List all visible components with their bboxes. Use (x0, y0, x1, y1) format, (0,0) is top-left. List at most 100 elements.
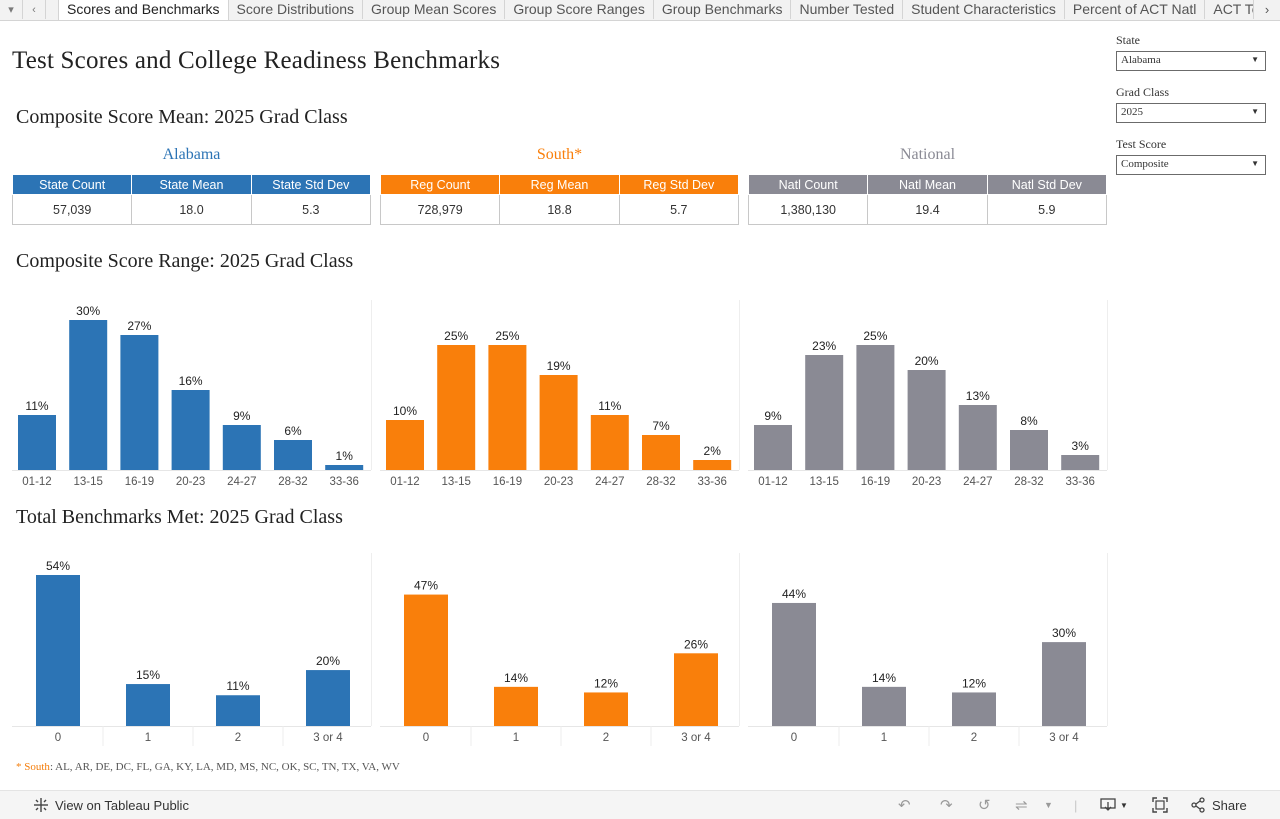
bar-value-label: 26% (684, 637, 708, 651)
national-stats-table: Natl Count Natl Mean Natl Std Dev 1,380,… (747, 174, 1108, 225)
refresh-button[interactable]: ⇌ (1015, 791, 1028, 819)
footnote-marker: * South (16, 761, 50, 773)
tableau-logo-icon (34, 798, 48, 812)
table-cell: 18.0 (131, 194, 252, 225)
bar-value-label: 16% (179, 374, 203, 388)
chevron-right-icon: › (1264, 2, 1270, 17)
bar-region-20-23 (539, 375, 578, 470)
x-tick-label: 24-27 (963, 476, 992, 488)
tab-strip: Scores and Benchmarks Score Distribution… (58, 0, 1253, 20)
region-stats-table: Reg Count Reg Mean Reg Std Dev 728,979 1… (379, 174, 740, 225)
table-cell: 5.7 (618, 194, 740, 225)
x-tick-label: 13-15 (73, 476, 102, 488)
table-header: Reg Std Dev (618, 174, 740, 195)
group-name-national: National (899, 146, 956, 163)
bar-value-label: 9% (764, 409, 782, 423)
x-tick-label: 1 (145, 732, 151, 744)
chevron-left-icon: ‹ (32, 3, 36, 16)
view-on-tableau-link[interactable]: View on Tableau Public (33, 791, 189, 819)
fullscreen-button[interactable] (1152, 791, 1168, 819)
footnote-text: : AL, AR, DE, DC, FL, GA, KY, LA, MD, MS… (49, 761, 400, 773)
table-header: Natl Mean (867, 174, 988, 195)
tab-group-score-ranges[interactable]: Group Score Ranges (505, 0, 654, 19)
undo-button[interactable]: ↶ (898, 791, 911, 819)
download-button[interactable]: ▼ (1100, 791, 1128, 819)
share-button[interactable]: Share (1190, 791, 1247, 819)
tab-prev-arrow[interactable]: ‹ (23, 0, 46, 19)
bar-national-1 (862, 686, 906, 726)
bar-national-3-or-4 (1042, 642, 1086, 726)
x-tick-label: 16-19 (125, 476, 154, 488)
x-tick-label: 28-32 (646, 476, 675, 488)
tab-next-arrow[interactable]: › (1253, 0, 1280, 19)
bar-state-28-32 (274, 440, 312, 470)
x-tick-label: 20-23 (912, 476, 941, 488)
bar-value-label: 6% (284, 424, 302, 438)
gradclass-dropdown-value: 2025 (1121, 106, 1143, 118)
x-tick-label: 33-36 (329, 476, 358, 488)
fullscreen-icon (1152, 797, 1168, 813)
bar-region-13-15 (437, 345, 476, 470)
bar-value-label: 3% (1072, 439, 1090, 453)
tab-percent-of-act-natl[interactable]: Percent of ACT Natl (1065, 0, 1206, 19)
table-cell: 1,380,130 (747, 194, 869, 225)
tab-student-characteristics[interactable]: Student Characteristics (903, 0, 1065, 19)
table-header: Natl Count (747, 174, 869, 195)
bar-state-13-15 (69, 320, 108, 470)
tab-act-test[interactable]: ACT Test (1205, 0, 1253, 19)
chevron-first-icon: ▾ (8, 4, 14, 16)
share-label: Share (1212, 797, 1247, 813)
bar-value-label: 20% (316, 654, 340, 668)
bar-value-label: 1% (336, 449, 354, 463)
revert-icon: ↺ (978, 797, 991, 814)
bar-value-label: 11% (25, 399, 48, 413)
range-section-title: Composite Score Range: 2025 Grad Class (16, 250, 354, 272)
table-header: State Std Dev (250, 174, 372, 195)
bar-value-label: 30% (76, 304, 100, 318)
x-tick-label: 0 (423, 732, 429, 744)
tab-group-mean-scores[interactable]: Group Mean Scores (363, 0, 506, 19)
tab-score-distributions[interactable]: Score Distributions (229, 0, 364, 19)
bar-value-label: 47% (414, 579, 438, 593)
testscore-dropdown[interactable]: Composite ▼ (1116, 155, 1266, 175)
bar-value-label: 25% (495, 329, 519, 343)
x-tick-label: 2 (603, 732, 609, 744)
bar-value-label: 20% (915, 354, 939, 368)
bar-state-0 (36, 575, 80, 726)
x-tick-label: 16-19 (493, 476, 522, 488)
x-tick-label: 1 (881, 732, 887, 744)
tab-first-arrow[interactable]: ▾ (0, 0, 23, 19)
gradclass-dropdown[interactable]: 2025 ▼ (1116, 103, 1266, 123)
tab-bar: ▾ ‹ Scores and Benchmarks Score Distribu… (0, 0, 1280, 21)
tab-number-tested[interactable]: Number Tested (791, 0, 904, 19)
bar-value-label: 15% (136, 668, 160, 682)
bar-region-28-32 (642, 435, 680, 470)
state-stats-table: State Count State Mean State Std Dev 57,… (11, 174, 372, 225)
bar-value-label: 14% (504, 671, 528, 685)
bar-value-label: 10% (393, 404, 417, 418)
x-tick-label: 28-32 (1014, 476, 1043, 488)
x-tick-label: 3 or 4 (1049, 732, 1079, 744)
bar-value-label: 30% (1052, 626, 1076, 640)
x-tick-label: 20-23 (544, 476, 573, 488)
share-icon (1191, 797, 1205, 813)
bar-value-label: 12% (594, 676, 618, 690)
gradclass-filter-label: Grad Class (1116, 85, 1169, 99)
x-tick-label: 01-12 (22, 476, 51, 488)
bar-national-24-27 (958, 405, 997, 470)
page-title: Test Scores and College Readiness Benchm… (12, 47, 501, 74)
caret-down-icon: ▼ (1251, 159, 1259, 168)
x-tick-label: 01-12 (758, 476, 787, 488)
bar-region-33-36 (693, 460, 732, 470)
tab-scores-and-benchmarks[interactable]: Scores and Benchmarks (58, 0, 229, 20)
redo-button[interactable]: ↷ (940, 791, 953, 819)
bottom-toolbar: View on Tableau Public ↶ ↷ ↺ ⇌ ▼ | ▼ Sha… (0, 790, 1280, 819)
refresh-menu-button[interactable]: ▼ (1044, 791, 1053, 819)
x-tick-label: 01-12 (390, 476, 419, 488)
bar-national-2 (952, 692, 996, 726)
tab-group-benchmarks[interactable]: Group Benchmarks (654, 0, 792, 19)
bar-national-33-36 (1061, 455, 1100, 470)
revert-button[interactable]: ↺ (978, 791, 991, 819)
state-dropdown[interactable]: Alabama ▼ (1116, 51, 1266, 71)
undo-icon: ↶ (898, 797, 911, 814)
